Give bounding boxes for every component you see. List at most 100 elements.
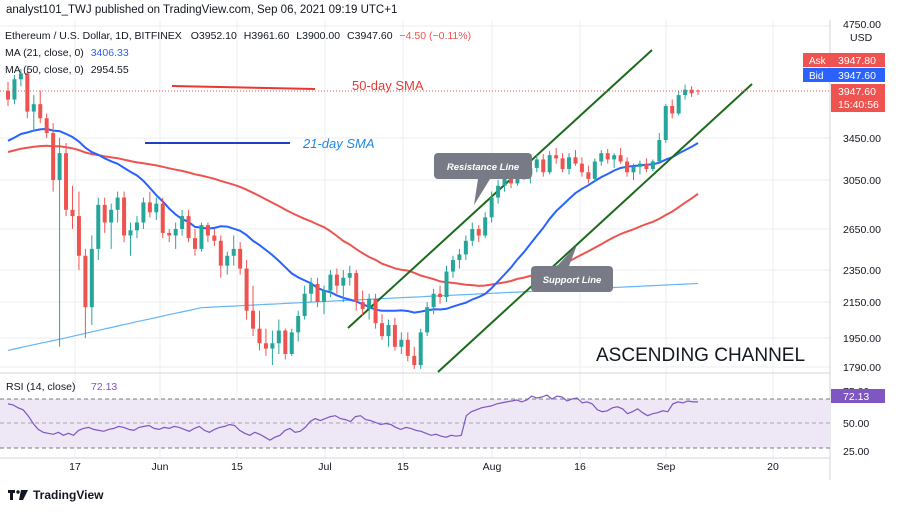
candle [670,99,675,119]
candle [373,293,378,329]
tradingview-footer[interactable]: TradingView [8,488,103,502]
currency-label: USD [850,32,873,44]
ma21-legend-value: 3406.33 [90,47,129,59]
candle-body [167,232,172,236]
ohlc-high: H3961.60 [243,30,290,42]
candle-body [141,202,146,223]
candle [399,332,404,355]
candle [457,248,462,269]
candle-body [425,307,430,333]
candle-body [670,106,675,114]
candle-body [444,271,449,298]
candle [283,328,288,360]
candle-body [12,79,17,100]
candle [115,191,120,223]
candle-body [689,89,694,94]
candle-body [380,323,385,337]
candle [380,314,385,340]
last-price-value: 3947.60 [838,86,876,98]
candle-body [83,255,88,308]
candle-body [205,225,210,236]
candle-body [309,284,314,294]
candle [579,157,584,177]
ohlc-open: O3952.10 [190,30,237,42]
candle-body [154,203,159,213]
candle [296,310,301,342]
candle-body [476,229,481,236]
bid-tag: Bid 3947.60 [803,68,885,82]
candle-body [496,185,501,198]
ma21-legend-label: MA (21, close, 0) [5,47,84,59]
rsi-tick: 25.00 [843,446,869,458]
candle-body [438,293,443,298]
candle-body [51,132,56,180]
candle [257,310,262,351]
candle-body [392,324,397,347]
candle-body [625,161,630,173]
ma21-line [7,127,699,314]
candle [463,235,468,260]
candle-body [567,157,572,170]
candle [147,191,152,218]
candle [173,222,178,249]
candle [18,69,23,87]
candle [218,235,223,278]
ma-long-line [7,282,699,351]
publish-header: analyst101_TWJ published on TradingView.… [0,0,900,20]
candle [586,165,591,184]
rsi-tick: 50.00 [843,418,869,430]
candle [644,158,649,173]
candle [38,90,43,124]
candle [83,248,88,338]
candle-body [44,118,49,133]
candle-body [70,209,75,217]
candle [625,157,630,177]
candle-body [663,106,668,140]
candle [141,197,146,229]
support-channel-line [437,83,753,373]
candle-body [534,159,539,168]
candle-body [173,229,178,236]
candle [554,148,559,164]
candle [450,255,455,278]
candle [154,197,159,220]
time-axis[interactable]: 17 Jun 15 Jul 15 Aug 16 Sep 20 [69,461,779,473]
rsi-pane: RSI (14, close) 72.13 [0,381,830,449]
candle [238,242,243,275]
candle [96,197,101,260]
candle-body [637,163,642,167]
candle [476,225,481,243]
candle-body [560,158,565,170]
candle [637,160,642,175]
candle [6,81,10,107]
price-axis[interactable]: 3450.00 3050.00 2650.00 2350.00 2150.00 1950.… [843,19,881,374]
candle-body [96,204,101,249]
candle-body [225,255,230,266]
candle [560,153,565,173]
candle [431,288,436,315]
candle [89,235,94,325]
time-tick: 15 [231,461,243,473]
tradingview-logo-icon [8,490,28,500]
candle-body [579,163,584,173]
candle [244,259,249,320]
candle-body [128,230,133,236]
last-price-tag: 3947.60 15:40:56 [831,84,885,112]
ohlc-close: C3947.60 [347,30,393,42]
price-tick: 1950.00 [843,333,881,345]
candle [438,285,443,304]
candle-body [76,216,81,256]
candle-body [573,157,578,164]
candle-body [244,268,249,311]
candle-body [270,343,275,349]
candle [263,328,268,356]
candle-body [418,332,423,366]
time-tick: 15 [397,461,409,473]
candle-body [502,176,507,186]
candle [618,148,623,164]
candle [64,142,69,217]
candlestick-series [6,69,700,369]
bar-countdown: 15:40:56 [838,99,879,111]
candle [612,153,617,168]
